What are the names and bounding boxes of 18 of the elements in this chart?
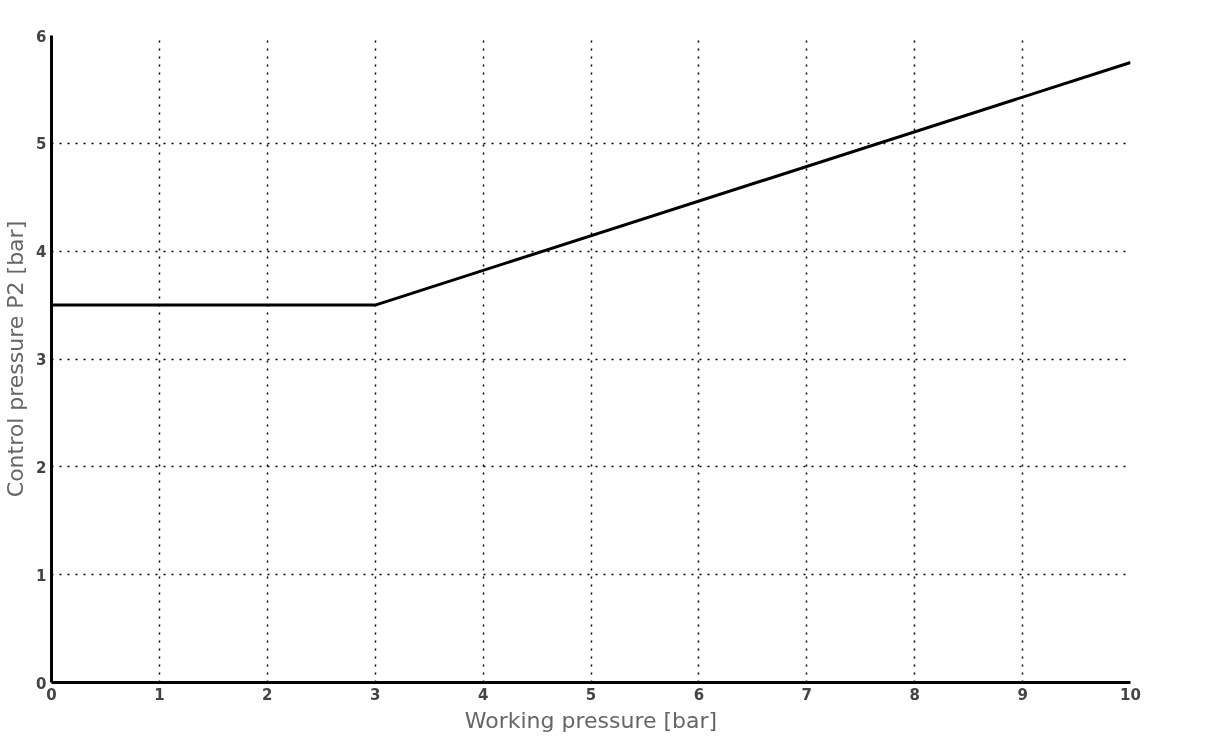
x-tick-label: 7	[801, 685, 813, 704]
y-tick-label: 2	[36, 458, 47, 477]
x-tick-label: 10	[1120, 685, 1141, 704]
x-tick-label: 9	[1017, 685, 1028, 704]
x-tick-label: 5	[585, 685, 597, 704]
x-tick-label: 6	[693, 685, 705, 704]
x-tick-label: 8	[909, 685, 920, 704]
x-tick-label: 4	[477, 685, 489, 704]
x-tick-label: 1	[154, 685, 165, 704]
y-tick-label: 6	[36, 27, 47, 46]
x-tick-label: 3	[369, 685, 381, 704]
y-tick-label: 4	[36, 243, 47, 262]
y-tick-label: 5	[36, 135, 47, 154]
x-tick-label: 2	[262, 685, 273, 704]
y-tick-label: 1	[36, 566, 47, 585]
y-tick-label: 3	[36, 351, 47, 369]
x-axis-title: Working pressure [bar]	[464, 707, 718, 733]
y-axis-title: Control pressure P2 [bar]	[3, 220, 29, 498]
